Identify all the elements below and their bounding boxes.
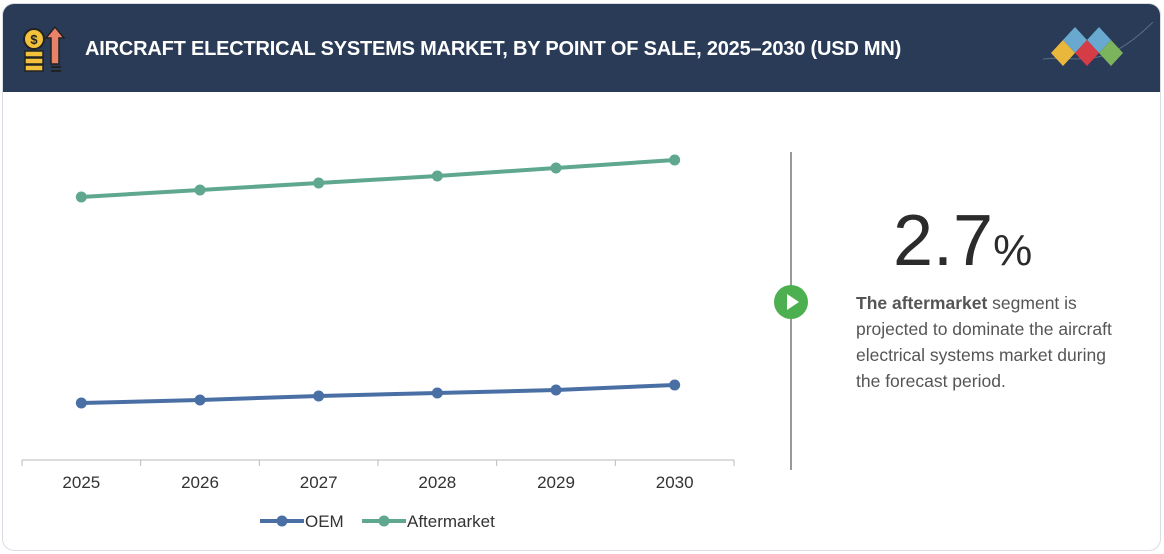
cagr-unit: % [993, 226, 1033, 275]
x-tick-label: 2030 [656, 473, 694, 492]
cagr-number: 2.7 [893, 201, 994, 281]
x-tick-label: 2028 [418, 473, 456, 492]
x-tick-label: 2027 [300, 473, 338, 492]
data-point [194, 394, 206, 406]
play-icon [774, 285, 808, 319]
legend-marker [378, 515, 390, 527]
data-point [194, 184, 206, 196]
data-point [431, 387, 443, 399]
x-tick-label: 2025 [62, 473, 100, 492]
series-line-aftermarket [81, 158, 675, 199]
data-point [669, 154, 681, 166]
data-point [550, 384, 562, 396]
svg-text:$: $ [30, 32, 38, 47]
callout-text: The aftermarket segment is projected to … [856, 290, 1116, 394]
callout-rest: segment is projected to dominate the air… [856, 293, 1112, 391]
money-growth-icon: $ [23, 25, 66, 72]
header: $ AIRCRAFT ELECTRICAL SYSTEMS MARKET, BY… [3, 4, 1160, 92]
data-point [669, 379, 681, 391]
data-point [313, 390, 325, 402]
cagr-value: 2.7% [893, 200, 1032, 282]
data-point [431, 170, 443, 182]
diamond-logo [1043, 22, 1153, 66]
x-tick-label: 2029 [537, 473, 575, 492]
x-tick-label: 2026 [181, 473, 219, 492]
data-point [313, 177, 325, 189]
legend-marker [276, 515, 288, 527]
data-point [550, 162, 562, 174]
data-point [75, 397, 87, 409]
series-line-oem [81, 383, 675, 405]
chart-title: AIRCRAFT ELECTRICAL SYSTEMS MARKET, BY P… [85, 38, 902, 60]
legend-label: Aftermarket [407, 512, 495, 531]
callout-bold: The aftermarket [856, 293, 988, 313]
legend-label: OEM [305, 512, 344, 531]
data-point [75, 191, 87, 203]
